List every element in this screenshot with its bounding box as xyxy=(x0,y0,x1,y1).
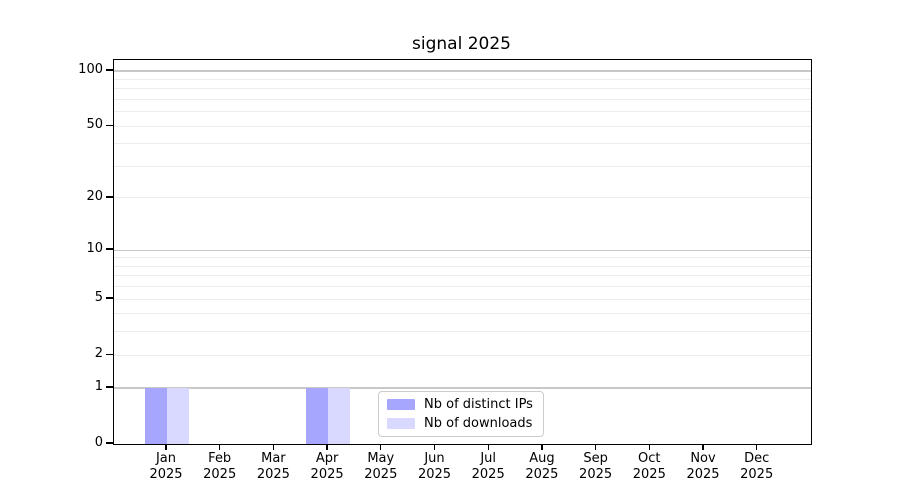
legend-swatch xyxy=(387,418,415,429)
bar-distinct-ips xyxy=(145,387,167,444)
gridline-minor xyxy=(114,275,811,277)
gridline-minor xyxy=(114,197,811,199)
gridline-minor xyxy=(114,98,811,100)
x-tick-mark xyxy=(756,444,758,450)
x-tick-mark xyxy=(433,444,436,450)
y-tick-mark xyxy=(106,297,113,299)
x-tick-label: Jul 2025 xyxy=(456,451,520,482)
x-tick-label: Oct 2025 xyxy=(617,451,681,482)
y-tick-label: 100 xyxy=(78,62,103,77)
legend-item: Nb of downloads xyxy=(387,416,533,431)
gridline-minor xyxy=(114,165,811,167)
x-tick-mark xyxy=(487,444,489,450)
gridline-major xyxy=(114,387,811,389)
x-tick-month: Oct xyxy=(638,451,661,466)
x-tick-mark xyxy=(594,444,597,450)
x-tick-year: 2025 xyxy=(740,466,774,482)
x-tick-label: Mar 2025 xyxy=(241,451,305,482)
y-tick-mark xyxy=(106,442,113,444)
chart-title: signal 2025 xyxy=(412,34,511,54)
x-tick-year: 2025 xyxy=(203,466,237,482)
x-tick-year: 2025 xyxy=(632,466,666,482)
x-tick-mark xyxy=(541,444,543,450)
gridline-minor xyxy=(114,78,811,80)
legend-swatch xyxy=(387,399,415,410)
gridline-minor xyxy=(114,111,811,113)
x-tick-month: Apr xyxy=(315,451,339,466)
y-tick-label: 20 xyxy=(86,188,103,204)
x-tick-label: Nov 2025 xyxy=(671,451,735,482)
y-tick-label: 50 xyxy=(86,117,103,133)
x-tick-mark xyxy=(272,444,275,450)
x-tick-month: Jul xyxy=(480,451,497,466)
gridline-minor xyxy=(114,125,811,127)
y-tick-mark xyxy=(106,196,113,198)
x-tick-mark xyxy=(648,444,650,450)
y-tick-mark xyxy=(106,386,113,388)
x-tick-mark xyxy=(326,444,328,450)
x-tick-year: 2025 xyxy=(579,466,613,482)
x-tick-mark xyxy=(219,444,221,450)
legend-label: Nb of distinct IPs xyxy=(424,397,533,412)
y-tick-mark xyxy=(106,69,113,71)
gridline-major xyxy=(114,70,811,72)
gridline-major xyxy=(114,249,811,251)
x-tick-month: Nov xyxy=(690,451,716,466)
x-tick-year: 2025 xyxy=(525,466,559,482)
x-tick-month: Mar xyxy=(261,451,286,466)
legend-label: Nb of downloads xyxy=(424,416,533,431)
y-tick-label: 10 xyxy=(86,241,103,257)
gridline-minor xyxy=(114,354,811,356)
gridline-minor xyxy=(114,286,811,288)
x-tick-label: May 2025 xyxy=(349,451,413,482)
bar-distinct-ips xyxy=(306,387,329,444)
x-tick-month: Jan xyxy=(155,451,177,466)
x-tick-label: Feb 2025 xyxy=(188,451,252,482)
legend-item: Nb of distinct IPs xyxy=(387,397,533,412)
x-tick-month: Feb xyxy=(208,451,232,466)
gridline-minor xyxy=(114,331,811,333)
x-tick-mark xyxy=(165,444,167,450)
x-tick-label: Jun 2025 xyxy=(403,451,467,482)
y-tick-mark xyxy=(106,124,113,126)
gridline-minor xyxy=(114,298,811,300)
legend: Nb of distinct IPs Nb of downloads xyxy=(378,391,544,437)
x-tick-label: Aug 2025 xyxy=(510,451,574,482)
x-tick-month: Jun xyxy=(424,451,445,466)
y-tick-mark xyxy=(106,353,113,355)
bar-downloads xyxy=(167,387,189,444)
x-tick-year: 2025 xyxy=(686,466,720,482)
x-tick-year: 2025 xyxy=(471,466,505,482)
y-tick-label: 5 xyxy=(94,290,103,306)
x-tick-month: Dec xyxy=(744,451,770,466)
y-tick-mark xyxy=(106,248,113,250)
x-tick-mark xyxy=(702,444,704,450)
y-tick-label: 1 xyxy=(94,378,103,394)
gridline-minor xyxy=(114,88,811,90)
x-tick-month: Aug xyxy=(529,451,555,466)
x-tick-month: May xyxy=(367,451,395,466)
gridline-minor xyxy=(114,313,811,315)
gridline-minor xyxy=(114,257,811,259)
x-tick-label: Sep 2025 xyxy=(564,451,628,482)
x-tick-year: 2025 xyxy=(364,466,398,482)
bar-downloads xyxy=(328,387,351,444)
x-tick-month: Sep xyxy=(583,451,608,466)
y-tick-label: 2 xyxy=(94,346,103,362)
x-tick-year: 2025 xyxy=(149,466,183,482)
gridline-minor xyxy=(114,143,811,145)
x-tick-year: 2025 xyxy=(256,466,290,482)
x-tick-label: Apr 2025 xyxy=(295,451,359,482)
y-tick-label: 0 xyxy=(94,435,103,450)
x-tick-mark xyxy=(380,444,382,450)
x-tick-year: 2025 xyxy=(417,466,452,482)
x-tick-label: Dec 2025 xyxy=(725,451,789,482)
gridline-minor xyxy=(114,265,811,267)
x-tick-label: Jan 2025 xyxy=(134,451,198,482)
plot-area xyxy=(113,59,812,445)
x-tick-year: 2025 xyxy=(310,466,344,482)
